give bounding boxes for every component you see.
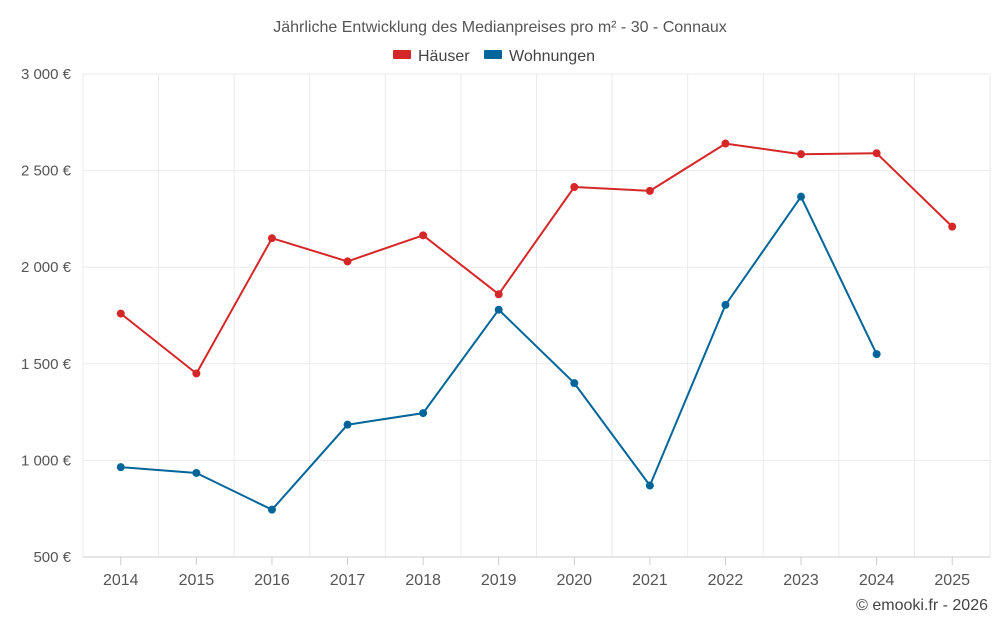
data-point-haeuser[interactable] — [872, 149, 881, 158]
data-point-wohnungen[interactable] — [267, 505, 276, 514]
data-point-haeuser[interactable] — [797, 150, 806, 159]
x-tick-label: 2025 — [934, 572, 970, 589]
legend-label-wohnungen: Wohnungen — [509, 48, 595, 65]
series-wohnungen — [116, 192, 881, 514]
data-point-haeuser[interactable] — [267, 234, 276, 243]
x-tick-label: 2024 — [859, 572, 895, 589]
y-tick-label: 2 500 € — [21, 163, 72, 180]
data-point-haeuser[interactable] — [419, 231, 428, 240]
x-tick-label: 2018 — [405, 572, 441, 589]
data-point-wohnungen[interactable] — [494, 305, 503, 314]
x-tick-label: 2023 — [783, 572, 819, 589]
credit-text: © emooki.fr - 2026 — [856, 597, 988, 614]
data-point-wohnungen[interactable] — [645, 481, 654, 490]
data-point-wohnungen[interactable] — [343, 420, 352, 429]
x-tick-label: 2016 — [254, 572, 290, 589]
data-point-wohnungen[interactable] — [797, 192, 806, 201]
x-tick-label: 2014 — [103, 572, 139, 589]
data-point-haeuser[interactable] — [116, 309, 125, 318]
x-tick-label: 2021 — [632, 572, 668, 589]
legend-swatch-wohnungen — [484, 50, 502, 59]
data-point-haeuser[interactable] — [192, 369, 201, 378]
data-point-wohnungen[interactable] — [116, 463, 125, 472]
data-point-wohnungen[interactable] — [419, 409, 428, 418]
legend: Häuser Wohnungen — [393, 48, 595, 65]
x-tick-label: 2019 — [481, 572, 517, 589]
data-point-haeuser[interactable] — [721, 139, 730, 148]
data-point-wohnungen[interactable] — [192, 468, 201, 477]
x-tick-label: 2022 — [708, 572, 744, 589]
series-line-haeuser — [120, 142, 953, 375]
series — [116, 139, 957, 514]
series-haeuser — [116, 139, 957, 378]
legend-swatch-haeuser — [393, 50, 411, 59]
data-point-wohnungen[interactable] — [872, 350, 881, 359]
y-tick-label: 2 000 € — [21, 259, 72, 276]
x-tick-label: 2015 — [179, 572, 215, 589]
grid — [82, 73, 991, 557]
x-tick-label: 2017 — [330, 572, 366, 589]
data-point-haeuser[interactable] — [948, 222, 957, 231]
data-point-wohnungen[interactable] — [721, 300, 730, 309]
data-point-haeuser[interactable] — [343, 257, 352, 266]
x-tick-label: 2020 — [556, 572, 592, 589]
chart-title: Jährliche Entwicklung des Medianpreises … — [273, 19, 727, 36]
y-tick-label: 3 000 € — [21, 66, 72, 83]
legend-label-haeuser: Häuser — [418, 48, 470, 65]
data-point-wohnungen[interactable] — [570, 379, 579, 388]
data-point-haeuser[interactable] — [494, 290, 503, 299]
legend-item-wohnungen[interactable]: Wohnungen — [484, 48, 595, 65]
y-tick-label: 1 500 € — [21, 356, 72, 373]
y-tick-label: 1 000 € — [21, 452, 72, 469]
y-tick-label: 500 € — [33, 549, 71, 566]
legend-item-haeuser[interactable]: Häuser — [393, 48, 470, 65]
data-point-haeuser[interactable] — [645, 186, 654, 195]
data-point-haeuser[interactable] — [570, 183, 579, 192]
axes: 500 € 1 000 € 1 500 € 2 000 € 2 500 € 3 000 €… — [21, 66, 990, 589]
